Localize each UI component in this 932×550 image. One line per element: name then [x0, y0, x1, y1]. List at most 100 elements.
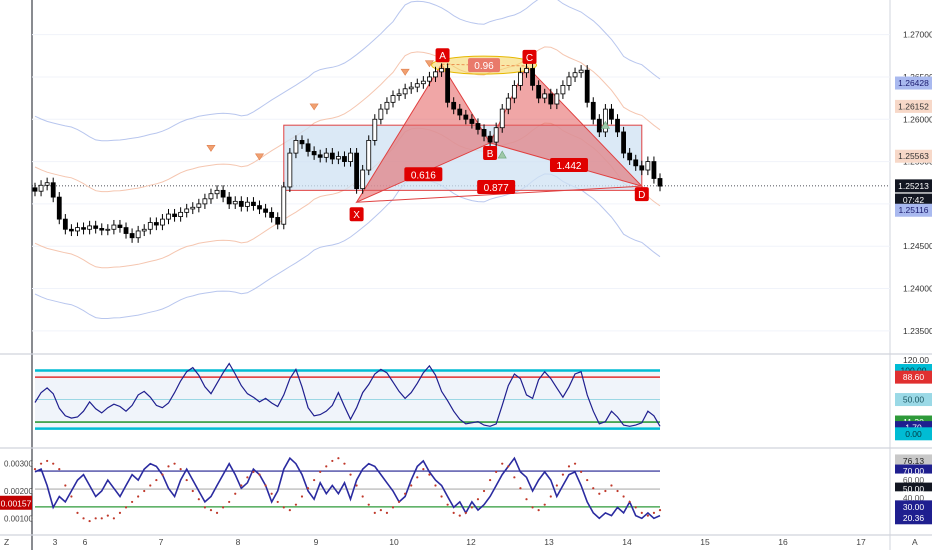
candle-body — [354, 152, 360, 190]
candle-body — [147, 222, 153, 230]
candle-body — [166, 213, 171, 220]
rsi-tick-label: 120.00 — [903, 355, 929, 365]
price-tick-label: 1.24500 — [903, 241, 932, 251]
cci-dot — [300, 495, 304, 498]
point-label-x-bg — [349, 207, 364, 222]
point-label-d-bg — [634, 187, 649, 202]
rsi-pane[interactable] — [34, 362, 661, 430]
sell-signal-icon — [206, 145, 216, 152]
candle-body — [184, 208, 190, 213]
ratio-label-bg — [468, 58, 501, 73]
cci-left-badge: 0.00157 — [1, 498, 32, 508]
price-axis[interactable]: 1.270001.265001.260001.255001.250001.245… — [895, 30, 932, 525]
candle-body — [287, 152, 293, 188]
sell-signal-icon — [309, 103, 319, 111]
cci-dot — [258, 473, 261, 476]
candle-body — [493, 127, 499, 143]
cci-dot — [652, 511, 656, 514]
candle-body — [602, 108, 608, 133]
cci-badge-bg — [895, 500, 932, 514]
candle-body — [38, 184, 44, 192]
candle-body — [396, 93, 402, 96]
cci-dot — [616, 489, 619, 493]
cci-dot — [373, 511, 376, 514]
candle-body — [578, 69, 584, 74]
cci-dot — [482, 489, 486, 493]
candle-body — [342, 156, 347, 162]
candle-body — [633, 159, 639, 167]
cci-dot — [246, 476, 249, 479]
sell-signal-icon — [400, 68, 410, 76]
cci-dot — [82, 517, 85, 520]
time-tick-label: 9 — [314, 537, 319, 547]
point-label-x: X — [353, 210, 360, 221]
candle-body — [99, 228, 105, 231]
candle-body — [463, 114, 469, 120]
cci-dot — [416, 476, 419, 479]
candle-body — [123, 227, 129, 234]
cci-dot — [118, 511, 122, 514]
candle-body — [414, 83, 420, 88]
harmonic-pattern[interactable] — [355, 55, 644, 204]
cci-dot — [537, 509, 540, 512]
cci-left-badge-bg — [0, 495, 32, 510]
time-tick-label: 16 — [778, 537, 788, 547]
cci-badge: 20.36 — [903, 513, 925, 523]
candle-body — [32, 187, 38, 192]
cci-dot — [586, 478, 589, 482]
candle-body — [251, 201, 256, 206]
cci-dot — [313, 478, 316, 482]
cci-dot — [464, 511, 467, 514]
point-label-b-bg — [483, 145, 498, 160]
candle-body — [584, 69, 590, 103]
ratio-label: 1.442 — [556, 161, 581, 172]
cci-dot — [446, 503, 449, 506]
cci-dot — [343, 462, 346, 465]
cci-dot — [167, 465, 170, 468]
cci-dot — [634, 506, 637, 509]
price-candles — [32, 63, 663, 243]
candle-body — [469, 118, 475, 124]
candle-body — [153, 222, 159, 226]
price-badge-bg — [895, 203, 932, 217]
candle-body — [311, 151, 317, 156]
cci-dot — [270, 492, 273, 495]
candle-body — [499, 108, 505, 129]
cci-dot — [604, 489, 607, 493]
cci-dot — [391, 506, 395, 509]
candle-body — [214, 189, 220, 195]
point-label-a-bg — [435, 48, 450, 63]
candle-body — [518, 72, 523, 86]
candle-body — [566, 76, 572, 86]
time-tick-label: 14 — [622, 537, 632, 547]
time-tick-label: 15 — [700, 537, 710, 547]
cci-dot — [397, 500, 401, 504]
candle-body — [141, 228, 147, 232]
cci-dot — [124, 506, 128, 509]
cci-pane[interactable]: 0.00157 0.00300 0.00200 0.00100 — [0, 456, 662, 523]
cci-dot — [252, 470, 255, 473]
candle-body — [329, 152, 335, 160]
cci-dot — [331, 459, 334, 463]
candle-body — [475, 123, 481, 130]
candle-body — [257, 205, 262, 210]
cci-dot — [525, 498, 528, 501]
cci-dot — [592, 487, 595, 490]
cci-dot — [549, 495, 552, 498]
cci-dot — [228, 500, 231, 504]
time-axis[interactable]: 3 6 7 8 9 10 12 13 14 15 16 17 Z A — [4, 537, 918, 547]
cci-dot — [76, 511, 79, 514]
candle-body — [645, 161, 651, 171]
cci-dot — [100, 517, 103, 520]
rsi-line — [34, 362, 661, 427]
time-axis-left-mark: Z — [4, 537, 9, 547]
candle-body — [542, 93, 548, 99]
rsi-badge: 100.00 — [901, 366, 927, 376]
cci-dot — [428, 473, 431, 476]
candle-body — [317, 154, 323, 158]
candle-body — [44, 182, 50, 186]
candle-body — [554, 93, 560, 105]
candle-body — [244, 201, 250, 207]
candle-body — [275, 217, 281, 225]
